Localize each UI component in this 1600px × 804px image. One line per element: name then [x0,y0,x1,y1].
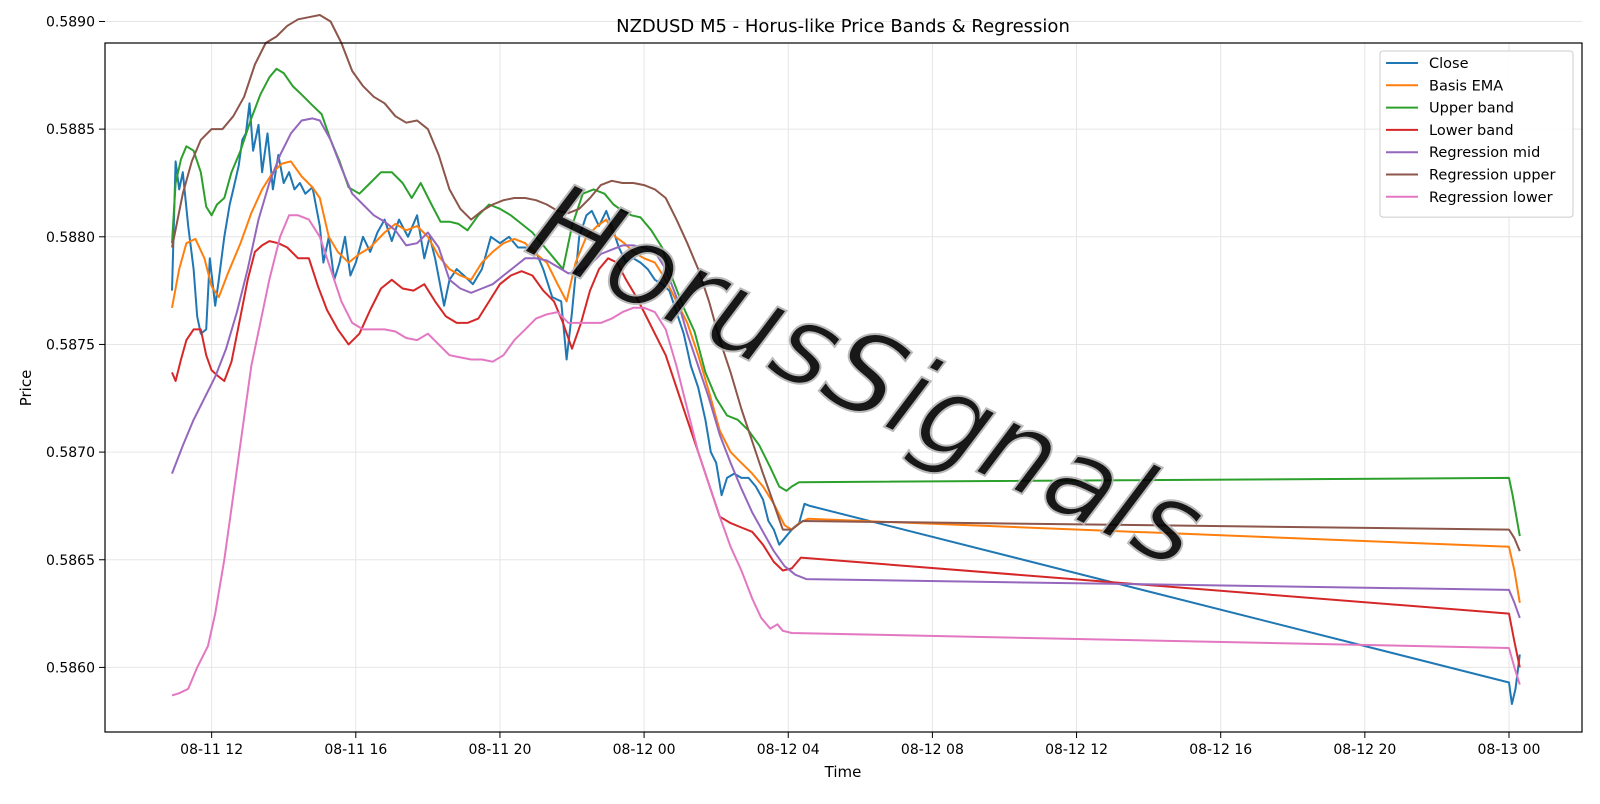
x-axis: 08-11 12 08-11 16 08-11 20 08-12 00 08-12 04… [180,732,1540,758]
y-tick-label: 0.5890 [46,14,95,30]
x-tick-label: 08-11 20 [468,742,531,758]
series-line-upper-band [171,67,1521,537]
series-line-close [171,102,1521,705]
series-group [171,14,1521,705]
y-tick-label: 0.5865 [46,553,95,569]
legend-label: Regression mid [1429,145,1540,161]
y-tick-label: 0.5860 [46,660,95,676]
legend-box [1379,50,1574,218]
x-tick-label: 08-12 04 [757,742,820,758]
y-tick-label: 0.5870 [46,445,95,461]
series-line-regression-upper [171,14,1521,552]
y-tick-label: 0.5880 [46,230,95,246]
y-tick-label: 0.5875 [46,337,95,353]
x-tick-label: 08-11 12 [180,742,243,758]
legend: Close Basis EMA Upper band Lower band Regres… [1379,50,1574,218]
axes-frame [104,42,1583,733]
grid [105,20,1582,732]
legend-label: Lower band [1429,123,1514,139]
legend-label: Upper band [1429,101,1514,117]
plot-area: HorusSignals [104,14,1583,733]
y-axis-label: Price [17,370,35,407]
legend-label: Regression lower [1429,190,1553,206]
legend-label: Close [1429,56,1469,72]
x-tick-label: 08-13 00 [1478,742,1541,758]
y-tick-label: 0.5885 [46,122,95,138]
legend-label: Regression upper [1429,168,1555,184]
series-line-regression-lower [171,214,1521,697]
legend-label: Basis EMA [1429,78,1503,94]
x-tick-label: 08-12 12 [1045,742,1108,758]
x-tick-label: 08-12 16 [1189,742,1252,758]
chart-title: NZDUSD M5 - Horus-like Price Bands & Reg… [616,16,1070,37]
x-axis-label: Time [824,763,862,781]
y-axis: 0.5860 0.5865 0.5870 0.5875 0.5880 0.5885 0.58… [46,14,105,676]
x-tick-label: 08-12 08 [901,742,964,758]
x-tick-label: 08-12 00 [613,742,676,758]
series-line-regression-mid [171,117,1521,619]
x-tick-label: 08-11 16 [324,742,387,758]
x-tick-label: 08-12 20 [1333,742,1396,758]
axes-background [105,43,1582,732]
